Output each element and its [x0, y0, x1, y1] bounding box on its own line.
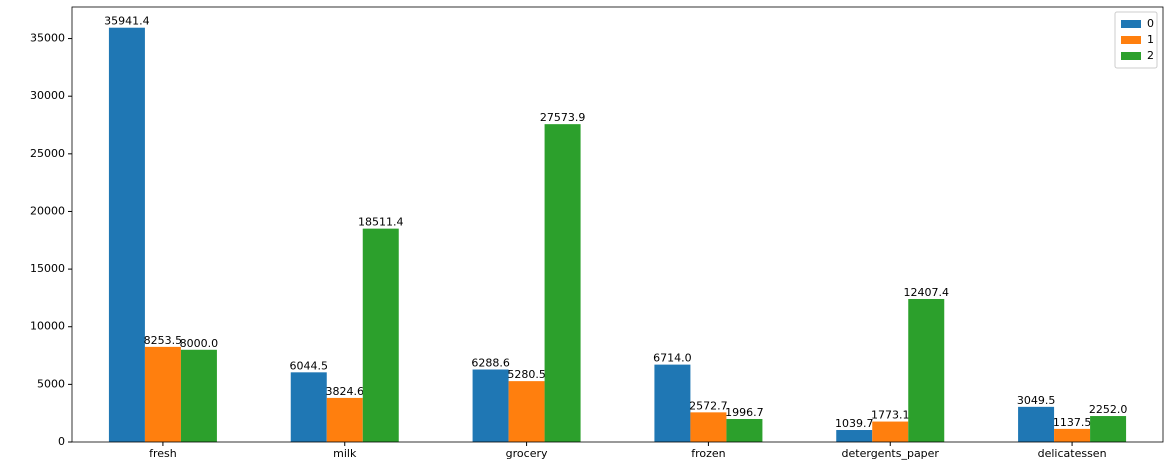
x-tick-label: fresh — [149, 447, 177, 460]
y-tick-label: 10000 — [30, 320, 65, 333]
value-label: 3049.5 — [1017, 394, 1056, 407]
bar — [144, 346, 181, 442]
y-tick-label: 25000 — [30, 147, 65, 160]
legend-swatch — [1121, 20, 1141, 28]
bar — [290, 372, 327, 442]
value-label: 8253.5 — [144, 334, 183, 347]
value-label: 2572.7 — [689, 399, 728, 412]
x-tick-label: grocery — [506, 447, 548, 460]
plot-frame — [71, 6, 1164, 443]
x-tick-label: frozen — [691, 447, 725, 460]
bar — [544, 124, 581, 443]
bar — [1090, 416, 1127, 442]
value-label: 35941.4 — [104, 15, 150, 28]
bar — [508, 381, 545, 442]
value-label: 1996.7 — [725, 406, 764, 419]
bar — [472, 369, 509, 442]
x-tick-label: milk — [333, 447, 357, 460]
legend-swatch — [1121, 36, 1141, 44]
y-tick-label: 20000 — [30, 204, 65, 217]
value-label: 18511.4 — [358, 216, 404, 229]
y-tick-label: 35000 — [30, 32, 65, 45]
value-label: 12407.4 — [904, 286, 950, 299]
bar — [1018, 406, 1055, 442]
x-tick-label: delicatessen — [1038, 447, 1107, 460]
y-tick-label: 0 — [58, 435, 65, 448]
value-label: 1137.5 — [1053, 416, 1092, 429]
bar — [836, 430, 873, 442]
value-label: 1039.7 — [835, 417, 874, 430]
x-tick-label: detergents_paper — [842, 447, 940, 460]
value-label: 6288.6 — [471, 357, 510, 370]
bar — [908, 298, 945, 442]
y-tick-label: 15000 — [30, 262, 65, 275]
bar — [108, 27, 145, 443]
bar — [1054, 428, 1091, 442]
value-label: 27573.9 — [540, 111, 586, 124]
bar — [654, 364, 691, 442]
legend-label: 2 — [1147, 49, 1154, 62]
bar — [362, 228, 399, 442]
bar — [180, 349, 217, 442]
value-label: 1773.1 — [871, 409, 910, 422]
legend-swatch — [1121, 52, 1141, 60]
y-tick-label: 5000 — [37, 377, 65, 390]
value-label: 2252.0 — [1089, 403, 1128, 416]
legend-label: 0 — [1147, 17, 1154, 30]
value-label: 6714.0 — [653, 352, 692, 365]
value-label: 5280.5 — [507, 368, 546, 381]
bar — [872, 421, 909, 442]
value-label: 8000.0 — [180, 337, 219, 350]
y-tick-label: 30000 — [30, 89, 65, 102]
bar — [326, 397, 363, 442]
value-label: 3824.6 — [326, 385, 365, 398]
legend-label: 1 — [1147, 33, 1154, 46]
bar — [726, 418, 763, 442]
bar — [690, 412, 727, 442]
value-label: 6044.5 — [290, 359, 329, 372]
